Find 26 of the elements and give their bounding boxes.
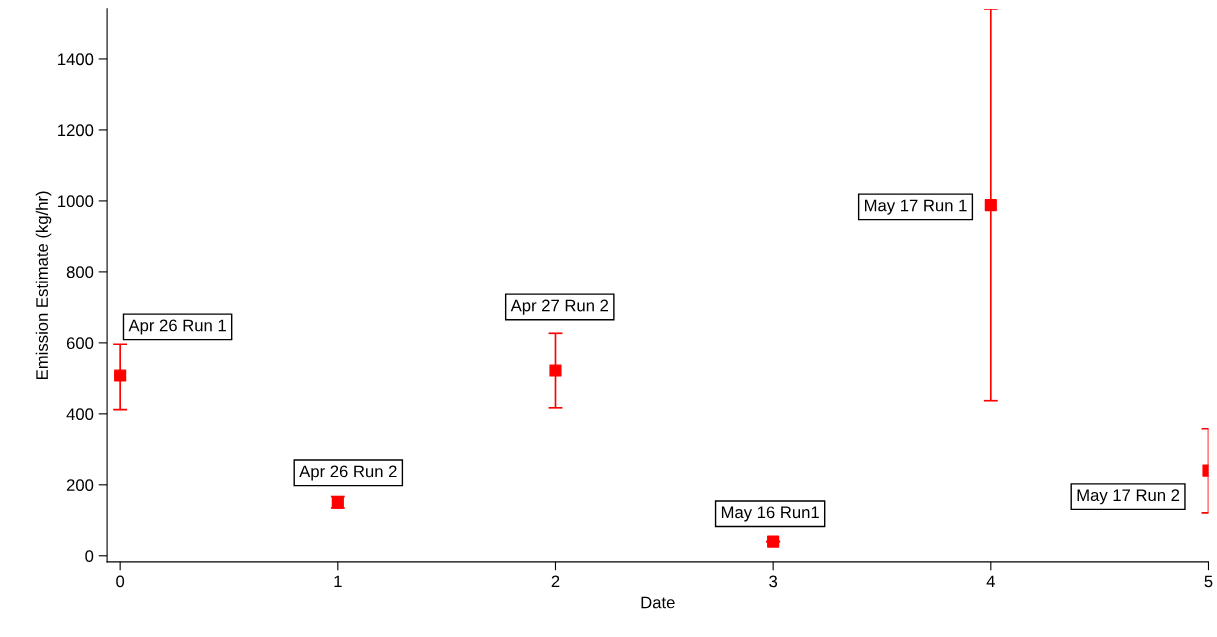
x-tick-label: 1 xyxy=(334,575,342,588)
y-tick-label: 800 xyxy=(66,266,94,279)
y-tick-label: 400 xyxy=(66,408,94,421)
x-tick-label: 2 xyxy=(551,575,560,588)
x-tick-label: 5 xyxy=(1204,575,1213,588)
y-tick-label: 1000 xyxy=(58,195,94,208)
y-tick-label: 600 xyxy=(66,337,94,350)
y-tick-label: 1200 xyxy=(58,124,94,137)
point xyxy=(767,535,780,548)
y-tick-label: 200 xyxy=(66,479,94,492)
annotation: Apr 26 Run 2 xyxy=(299,465,397,481)
annotation: May 17 Run 1 xyxy=(865,199,967,215)
y-tick-label: 1400 xyxy=(58,53,94,66)
x-tick-label: 3 xyxy=(769,575,778,588)
x-axis-title: Date xyxy=(641,596,675,609)
point xyxy=(549,364,562,377)
x-tick-label: 4 xyxy=(986,575,995,588)
y-axis-title: Emission Estimate (kg/hr) xyxy=(35,191,52,379)
y-tick-label: 0 xyxy=(85,550,94,562)
point xyxy=(114,369,127,382)
x-tick-label: 0 xyxy=(116,575,125,588)
annotation: May 16 Run1 xyxy=(721,506,819,522)
annotation: May 17 Run 2 xyxy=(1077,489,1180,505)
annotation: Apr 26 Run 1 xyxy=(128,319,226,335)
point xyxy=(984,199,997,212)
annotation: Apr 27 Run 2 xyxy=(510,299,609,315)
